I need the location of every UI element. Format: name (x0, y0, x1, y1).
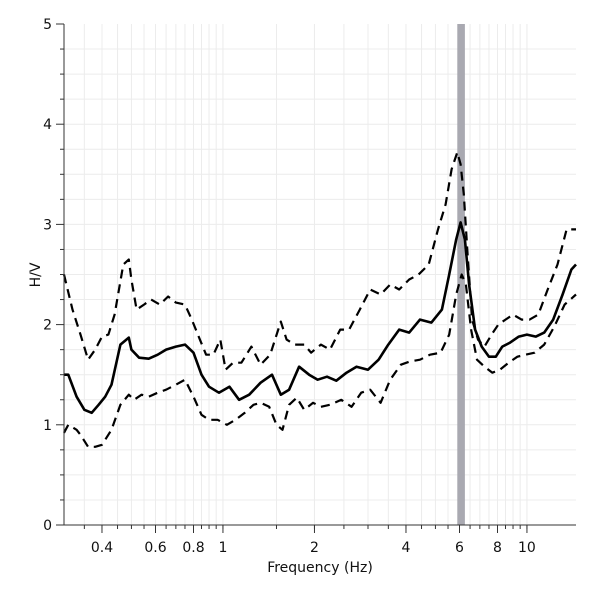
y-tick-label: 1 (43, 418, 52, 434)
x-tick-label: 6 (455, 540, 464, 556)
x-tick-label: 0.6 (144, 540, 166, 556)
tick-labels: 0 1 2 3 4 5 0.4 0.6 0.8 1 2 4 6 8 10 (43, 17, 536, 556)
hv-mean-line (64, 221, 577, 415)
grid (64, 24, 576, 525)
x-tick-label: 0.8 (182, 540, 204, 556)
series-group (62, 151, 577, 448)
y-tick-label: 3 (43, 217, 52, 233)
hv-std-line-2 (63, 273, 577, 448)
y-tick-label: 0 (43, 518, 52, 534)
x-tick-label: 0.4 (91, 540, 113, 556)
y-axis-label: H/V (28, 262, 44, 287)
x-tick-label: 1 (218, 540, 227, 556)
x-axis-label: Frequency (Hz) (267, 560, 373, 576)
axes (56, 23, 576, 533)
x-tick-label: 2 (310, 540, 319, 556)
hv-std-line-0 (62, 151, 576, 371)
x-tick-label: 10 (518, 540, 536, 556)
y-tick-label: 5 (43, 17, 52, 33)
y-tick-label: 4 (43, 117, 52, 133)
x-tick-label: 4 (402, 540, 411, 556)
x-tick-label: 8 (493, 540, 502, 556)
y-tick-label: 2 (43, 318, 52, 334)
